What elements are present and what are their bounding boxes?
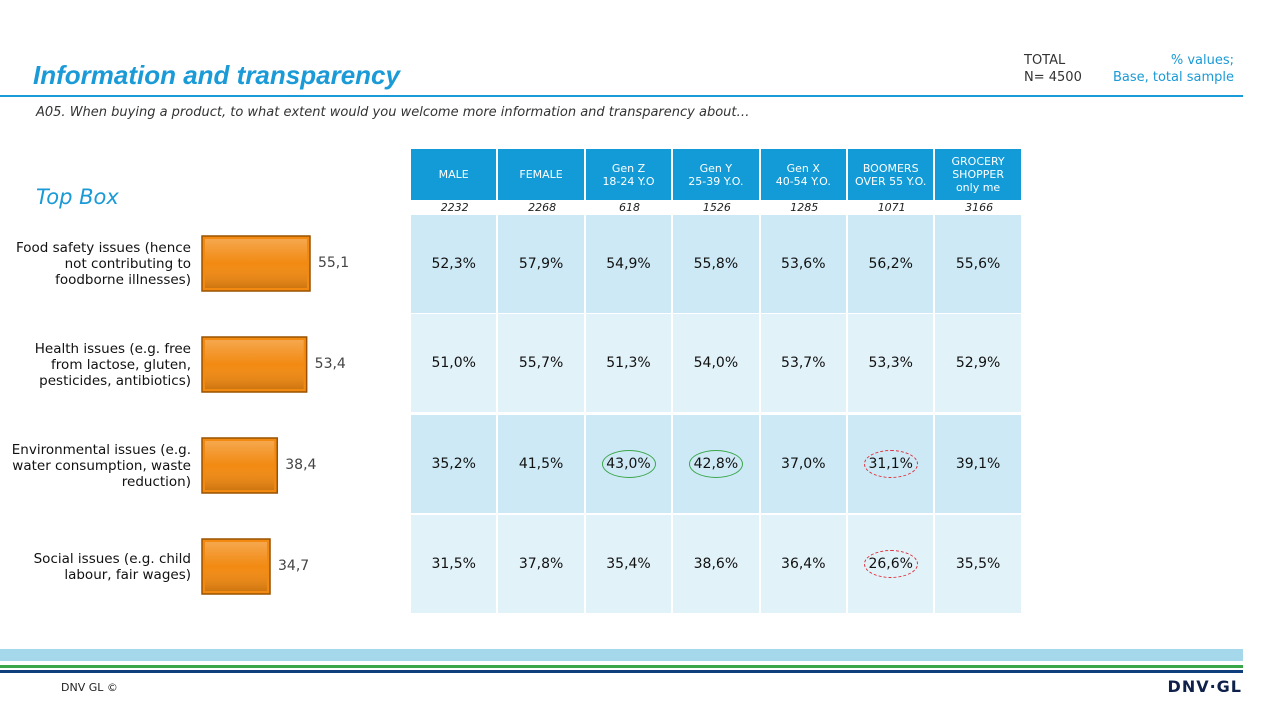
base-count: 2268 [528, 201, 557, 214]
table-cell: 55,8% [673, 215, 759, 313]
footer-band [0, 649, 1243, 661]
header-line: Gen Z [611, 161, 646, 175]
table-cell: 31,5% [411, 515, 497, 613]
header-line: Gen X [786, 161, 820, 175]
table-cell: 52,3% [411, 215, 497, 313]
column-header: MALE [411, 149, 497, 200]
subtitle: A05. When buying a product, to what exte… [36, 105, 750, 120]
table-cell: 36,4% [760, 515, 846, 613]
chart-title: Top Box [36, 185, 119, 209]
header-line: 40-54 Y.O. [775, 174, 831, 188]
footer-band [0, 670, 1243, 673]
table-cell: 57,9% [498, 215, 584, 313]
logo: DNV·GL [1167, 677, 1242, 696]
note-line: Base, total sample [1112, 70, 1234, 85]
value-label: 55,1 [317, 254, 350, 271]
total-line: N= 4500 [1024, 70, 1082, 85]
category-label: Environmental issues (e.g. water consump… [11, 441, 191, 490]
table-cell: 54,9% [585, 215, 672, 313]
header-line: only me [955, 181, 1001, 194]
highlight-circle [863, 450, 918, 478]
header-line: Gen Y [699, 161, 733, 175]
table-cell: 35,2% [411, 415, 497, 513]
table-cell: 41,5% [498, 415, 584, 513]
bar-shade [205, 340, 304, 389]
column-header: BOOMERS OVER 55 Y.O. [848, 149, 934, 200]
footer-band [0, 665, 1243, 668]
base-count: 1071 [877, 201, 906, 214]
note-line: % values; [1170, 53, 1234, 68]
table-cell: 54,0% [673, 314, 759, 412]
table-cell: 55,6% [935, 215, 1021, 313]
title-rule [0, 95, 1243, 97]
title: Information and transparency [33, 60, 400, 90]
table-cell: 55,7% [498, 314, 584, 412]
header-line: MALE [438, 168, 469, 181]
base-count: 1526 [702, 201, 731, 214]
column-header: Gen Z 18-24 Y.O [585, 149, 672, 200]
bar-shade [205, 239, 307, 288]
header-line: BOOMERS [862, 161, 919, 175]
note: % values; Base, total sample [1113, 52, 1234, 86]
header-line: SHOPPER [952, 168, 1004, 181]
table-cell: 52,9% [935, 314, 1021, 412]
column-header: Gen Y 25-39 Y.O. [673, 149, 759, 200]
header-line: 18-24 Y.O [602, 174, 655, 188]
table-cell: 35,5% [935, 515, 1021, 613]
highlight-circle [601, 450, 656, 478]
category-label: Food safety issues (hence not contributi… [15, 239, 191, 288]
category-label: Health issues (e.g. free from lactose, g… [34, 340, 191, 389]
base-count: 1285 [790, 201, 819, 214]
header-line: FEMALE [519, 168, 563, 181]
copyright: DNV GL © [61, 681, 118, 694]
value-label: 34,7 [278, 557, 310, 574]
table-cell: 39,1% [935, 415, 1021, 513]
table-cell: 53,6% [760, 215, 846, 313]
table-cell: 37,8% [498, 515, 584, 613]
header-line: OVER 55 Y.O. [855, 174, 927, 188]
highlight-circle [863, 550, 918, 578]
value-label: 53,4 [314, 355, 346, 372]
table-cell: 56,2% [848, 215, 934, 313]
base-count: 618 [618, 201, 640, 214]
table-cell: 38,6% [673, 515, 759, 613]
header-line: GROCERY [951, 155, 1005, 168]
highlight-circle [688, 450, 743, 478]
column-header: FEMALE [498, 149, 584, 200]
total: TOTAL N= 4500 [1024, 52, 1082, 86]
header-line: 25-39 Y.O. [688, 174, 744, 188]
table-cell: 53,7% [760, 314, 846, 412]
table-cell: 53,3% [848, 314, 934, 412]
category-label: Social issues (e.g. child labour, fair w… [33, 550, 191, 583]
base-count: 2232 [440, 201, 469, 214]
column-header: GROCERY SHOPPER only me [935, 149, 1021, 200]
table-cell: 37,0% [760, 415, 846, 513]
table-cell: 51,0% [411, 314, 497, 412]
base-count: 3166 [965, 201, 994, 214]
bar-shade [205, 441, 275, 490]
bar-shade [205, 542, 268, 591]
column-header: Gen X 40-54 Y.O. [760, 149, 846, 200]
value-label: 38,4 [285, 456, 317, 473]
table-cell: 51,3% [585, 314, 672, 412]
table-cell: 35,4% [585, 515, 672, 613]
total-line: TOTAL [1024, 53, 1066, 68]
